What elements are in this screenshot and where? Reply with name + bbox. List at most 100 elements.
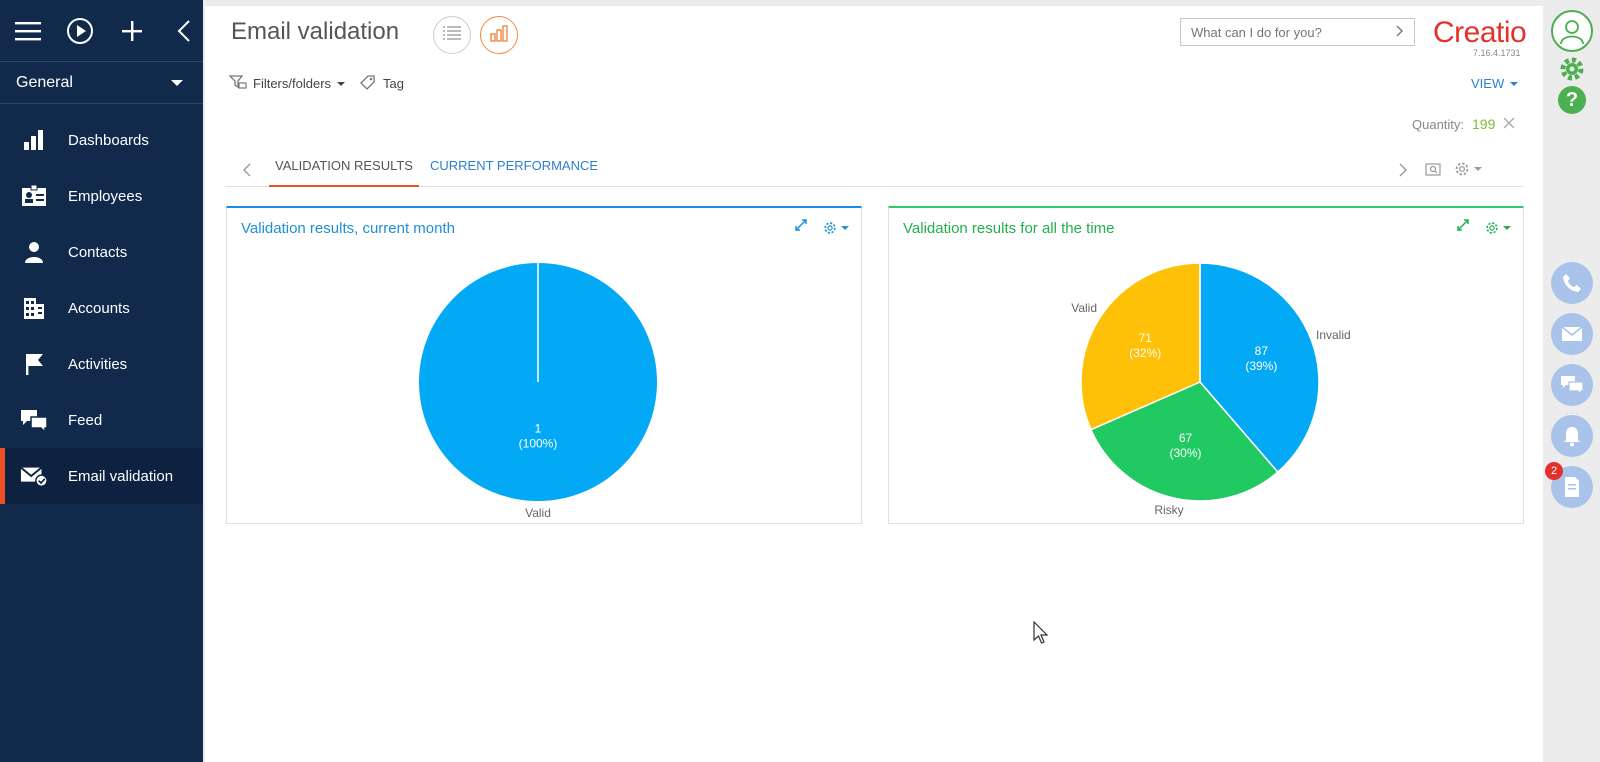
sidebar-toolbar — [0, 0, 203, 62]
chevron-right-icon[interactable] — [1399, 163, 1407, 182]
sidebar-item-contacts[interactable]: Contacts — [0, 224, 203, 280]
sidebar-item-label: Accounts — [68, 300, 130, 317]
page-title: Email validation — [231, 18, 399, 46]
chat-bubbles-icon — [20, 406, 48, 434]
data-label-percent: (30%) — [1169, 446, 1201, 460]
creatio-logo: Creatio — [1433, 16, 1526, 50]
data-label-value: 1 — [535, 422, 542, 436]
pie-chart-all-time: 87(39%) Invalid 67(30%) Risky 71(32%) Valid — [889, 208, 1525, 526]
help-button[interactable]: ? — [1558, 86, 1586, 114]
chevron-down-icon — [337, 82, 345, 86]
communication-panel: ? 2 — [1543, 0, 1600, 762]
sidebar-item-dashboards[interactable]: Dashboards — [0, 112, 203, 168]
tag-icon — [359, 74, 377, 93]
add-icon[interactable] — [118, 17, 146, 45]
data-label-value: 67 — [1179, 431, 1193, 445]
sidebar: General Dashboards Employees Contacts — [0, 0, 203, 762]
chevron-left-icon[interactable] — [243, 163, 251, 182]
mouse-cursor-icon — [1033, 621, 1049, 650]
sidebar-item-employees[interactable]: Employees — [0, 168, 203, 224]
category-label: Invalid — [1316, 328, 1351, 342]
filters-folders-button[interactable]: Filters/folders — [229, 74, 345, 93]
close-icon[interactable] — [1503, 117, 1515, 132]
phone-icon — [1561, 272, 1583, 294]
folder-search-icon[interactable] — [1425, 161, 1441, 182]
data-label-value: 71 — [1139, 331, 1153, 345]
sidebar-item-feed[interactable]: Feed — [0, 392, 203, 448]
sidebar-item-accounts[interactable]: Accounts — [0, 280, 203, 336]
sidebar-item-label: Activities — [68, 356, 127, 373]
phone-button[interactable] — [1551, 262, 1593, 304]
analytics-view-button[interactable] — [480, 16, 518, 54]
sidebar-item-label: Employees — [68, 188, 142, 205]
dashboard-tabs: VALIDATION RESULTS CURRENT PERFORMANCE — [225, 151, 1523, 187]
category-label: Risky — [1154, 503, 1183, 517]
chevron-down-icon — [171, 80, 183, 86]
flag-icon — [20, 350, 48, 378]
tabs-settings-button[interactable] — [1453, 160, 1482, 178]
list-icon — [443, 25, 461, 46]
hamburger-menu-icon[interactable] — [14, 17, 42, 45]
building-icon — [20, 294, 48, 322]
logo-text: Creatio — [1433, 16, 1526, 49]
collapse-sidebar-icon[interactable] — [170, 17, 198, 45]
workspace-selector[interactable]: General — [0, 62, 203, 104]
tag-label: Tag — [383, 76, 404, 91]
filter-icon — [229, 74, 247, 93]
avatar-icon — [1557, 16, 1587, 46]
run-process-icon[interactable] — [66, 17, 94, 45]
data-label-percent: (32%) — [1129, 346, 1161, 360]
employee-card-icon — [20, 182, 48, 210]
bar-chart-icon — [20, 126, 48, 154]
notifications-button[interactable] — [1551, 415, 1593, 457]
user-profile-button[interactable] — [1551, 10, 1593, 52]
sidebar-item-label: Dashboards — [68, 132, 149, 149]
person-icon — [20, 238, 48, 266]
bar-chart-icon — [490, 24, 508, 47]
gear-icon — [1453, 160, 1471, 178]
tag-button[interactable]: Tag — [359, 74, 404, 93]
view-button[interactable]: VIEW — [1471, 76, 1518, 91]
question-mark-icon: ? — [1566, 89, 1578, 112]
system-settings-button[interactable] — [1557, 54, 1587, 84]
gear-icon — [1558, 55, 1586, 83]
data-label-percent: (39%) — [1245, 359, 1277, 373]
sidebar-item-activities[interactable]: Activities — [0, 336, 203, 392]
command-line-search[interactable] — [1180, 18, 1415, 46]
chat-bubbles-icon — [1560, 375, 1584, 395]
envelope-icon — [1561, 326, 1583, 342]
tab-validation-results[interactable]: VALIDATION RESULTS — [269, 158, 419, 187]
filters-label: Filters/folders — [253, 76, 331, 91]
envelope-check-icon — [20, 462, 48, 490]
sidebar-item-email-validation[interactable]: Email validation — [0, 448, 203, 504]
tab-current-performance[interactable]: CURRENT PERFORMANCE — [430, 158, 598, 187]
version-label: 7.16.4.1731 — [1473, 48, 1521, 58]
quantity-indicator: Quantity: 199 — [1412, 116, 1515, 132]
chat-button[interactable] — [1551, 364, 1593, 406]
quantity-value: 199 — [1472, 116, 1495, 132]
pie-chart-current-month: 1(100%) Valid — [227, 208, 863, 526]
chevron-right-icon[interactable] — [1396, 25, 1404, 40]
category-label: Valid — [1071, 301, 1097, 315]
main-content: Email validation Creatio 7.16.4.1731 — [205, 6, 1543, 762]
email-button[interactable] — [1551, 313, 1593, 355]
sidebar-item-label: Contacts — [68, 244, 127, 261]
chevron-down-icon — [1510, 82, 1518, 86]
view-label: VIEW — [1471, 76, 1504, 91]
data-label-value: 87 — [1255, 344, 1269, 358]
data-label-percent: (100%) — [519, 437, 558, 451]
widget-all-time: Validation results for all the time 87 (3… — [888, 206, 1524, 524]
search-input[interactable] — [1191, 25, 1381, 40]
widget-current-month: Validation results, current month 1 (100%… — [226, 206, 862, 524]
list-view-button[interactable] — [433, 16, 471, 54]
tasks-button[interactable]: 2 — [1551, 466, 1593, 508]
chevron-down-icon — [1474, 167, 1482, 171]
document-icon — [1563, 476, 1581, 498]
quantity-label: Quantity: — [1412, 117, 1464, 132]
sidebar-item-label: Email validation — [68, 468, 173, 485]
notification-badge: 2 — [1545, 462, 1563, 480]
workspace-label: General — [16, 74, 73, 92]
bell-icon — [1562, 425, 1582, 447]
category-label: Valid — [525, 506, 551, 520]
